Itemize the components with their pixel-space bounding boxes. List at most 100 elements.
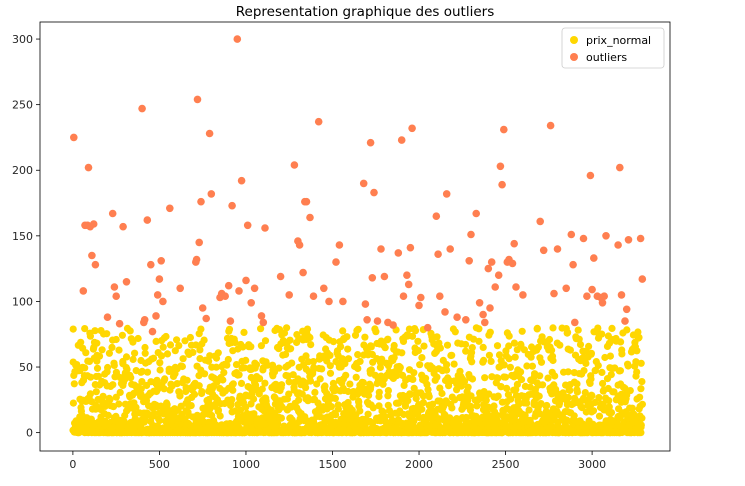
point-prix-normal	[92, 388, 100, 396]
point-prix-normal	[479, 343, 487, 351]
point-prix-normal	[104, 363, 112, 372]
point-outlier	[368, 274, 377, 282]
point-prix-normal	[200, 336, 208, 344]
point-prix-normal	[171, 347, 179, 355]
x-tick-label: 0	[69, 458, 76, 471]
point-outlier	[441, 308, 449, 316]
point-prix-normal	[481, 374, 489, 382]
point-prix-normal	[303, 325, 312, 333]
point-prix-normal	[356, 407, 364, 415]
point-prix-normal	[93, 364, 102, 372]
point-prix-normal	[93, 339, 101, 347]
point-outlier	[434, 250, 442, 258]
point-outlier	[314, 117, 323, 126]
point-prix-normal	[295, 396, 303, 404]
point-prix-normal	[598, 330, 606, 338]
point-prix-normal	[287, 345, 295, 353]
point-prix-normal	[534, 343, 543, 351]
point-prix-normal	[196, 346, 204, 354]
legend-marker-outliers	[570, 53, 578, 61]
point-prix-normal	[451, 328, 459, 336]
point-prix-normal	[304, 358, 312, 366]
y-tick-label: 100	[12, 295, 33, 308]
point-prix-normal	[189, 348, 197, 356]
point-outlier	[261, 224, 269, 232]
point-prix-normal	[112, 393, 120, 401]
point-outlier	[122, 278, 131, 286]
point-prix-normal	[275, 364, 283, 372]
point-prix-normal	[179, 355, 187, 363]
point-prix-normal	[582, 359, 590, 367]
point-outlier	[79, 287, 88, 295]
point-prix-normal	[414, 337, 422, 345]
series-outliers	[70, 35, 647, 336]
point-outlier	[295, 241, 304, 249]
point-outlier	[550, 289, 558, 298]
point-outlier	[472, 209, 481, 218]
point-prix-normal	[214, 349, 222, 357]
point-prix-normal	[156, 359, 164, 367]
point-prix-normal	[475, 337, 483, 345]
point-prix-normal	[433, 373, 441, 381]
point-prix-normal	[122, 353, 131, 361]
point-prix-normal	[99, 392, 107, 400]
point-outlier	[571, 318, 579, 327]
point-prix-normal	[637, 385, 645, 393]
point-prix-normal	[285, 378, 293, 386]
point-outlier	[299, 268, 307, 277]
point-prix-normal	[224, 355, 232, 364]
point-prix-normal	[637, 359, 645, 367]
point-prix-normal	[536, 372, 544, 380]
point-prix-normal	[331, 394, 339, 403]
point-outlier	[259, 318, 268, 327]
point-outlier	[494, 271, 503, 280]
point-outlier	[193, 95, 202, 104]
point-outlier	[228, 201, 236, 210]
point-outlier	[290, 161, 299, 169]
point-prix-normal	[505, 332, 513, 340]
point-outlier	[257, 312, 266, 320]
point-prix-normal	[123, 365, 131, 373]
point-prix-normal	[176, 391, 184, 399]
point-outlier	[616, 163, 624, 172]
point-prix-normal	[585, 342, 593, 350]
point-prix-normal	[131, 349, 139, 357]
point-outlier	[491, 283, 500, 291]
point-outlier	[475, 299, 484, 307]
point-outlier	[166, 204, 174, 213]
point-outlier	[622, 305, 631, 314]
point-prix-normal	[278, 381, 286, 389]
point-outlier	[404, 280, 413, 289]
point-outlier	[339, 297, 347, 306]
point-outlier	[403, 271, 411, 280]
point-prix-normal	[539, 381, 547, 389]
point-prix-normal	[443, 361, 451, 369]
point-prix-normal	[149, 354, 158, 362]
point-prix-normal	[337, 343, 345, 351]
point-prix-normal	[103, 330, 111, 338]
point-prix-normal	[257, 325, 265, 333]
point-prix-normal	[556, 341, 564, 349]
point-prix-normal	[150, 409, 158, 418]
point-prix-normal	[618, 350, 626, 358]
point-prix-normal	[464, 383, 472, 391]
point-prix-normal	[318, 365, 326, 373]
point-prix-normal	[414, 347, 422, 355]
point-outlier	[510, 239, 518, 248]
point-prix-normal	[161, 375, 169, 383]
point-prix-normal	[564, 368, 572, 376]
point-prix-normal	[623, 326, 631, 334]
point-prix-normal	[549, 356, 557, 365]
point-prix-normal	[361, 333, 369, 341]
y-tick-label: 150	[12, 230, 33, 243]
y-tick-label: 300	[12, 33, 33, 46]
point-prix-normal	[156, 416, 164, 425]
point-prix-normal	[416, 361, 424, 369]
legend-label-prix-normal: prix_normal	[586, 34, 651, 47]
point-prix-normal	[110, 361, 118, 369]
point-prix-normal	[302, 352, 310, 360]
point-outlier	[377, 245, 385, 253]
point-outlier	[397, 136, 406, 144]
point-prix-normal	[82, 349, 90, 357]
point-prix-normal	[326, 369, 335, 377]
